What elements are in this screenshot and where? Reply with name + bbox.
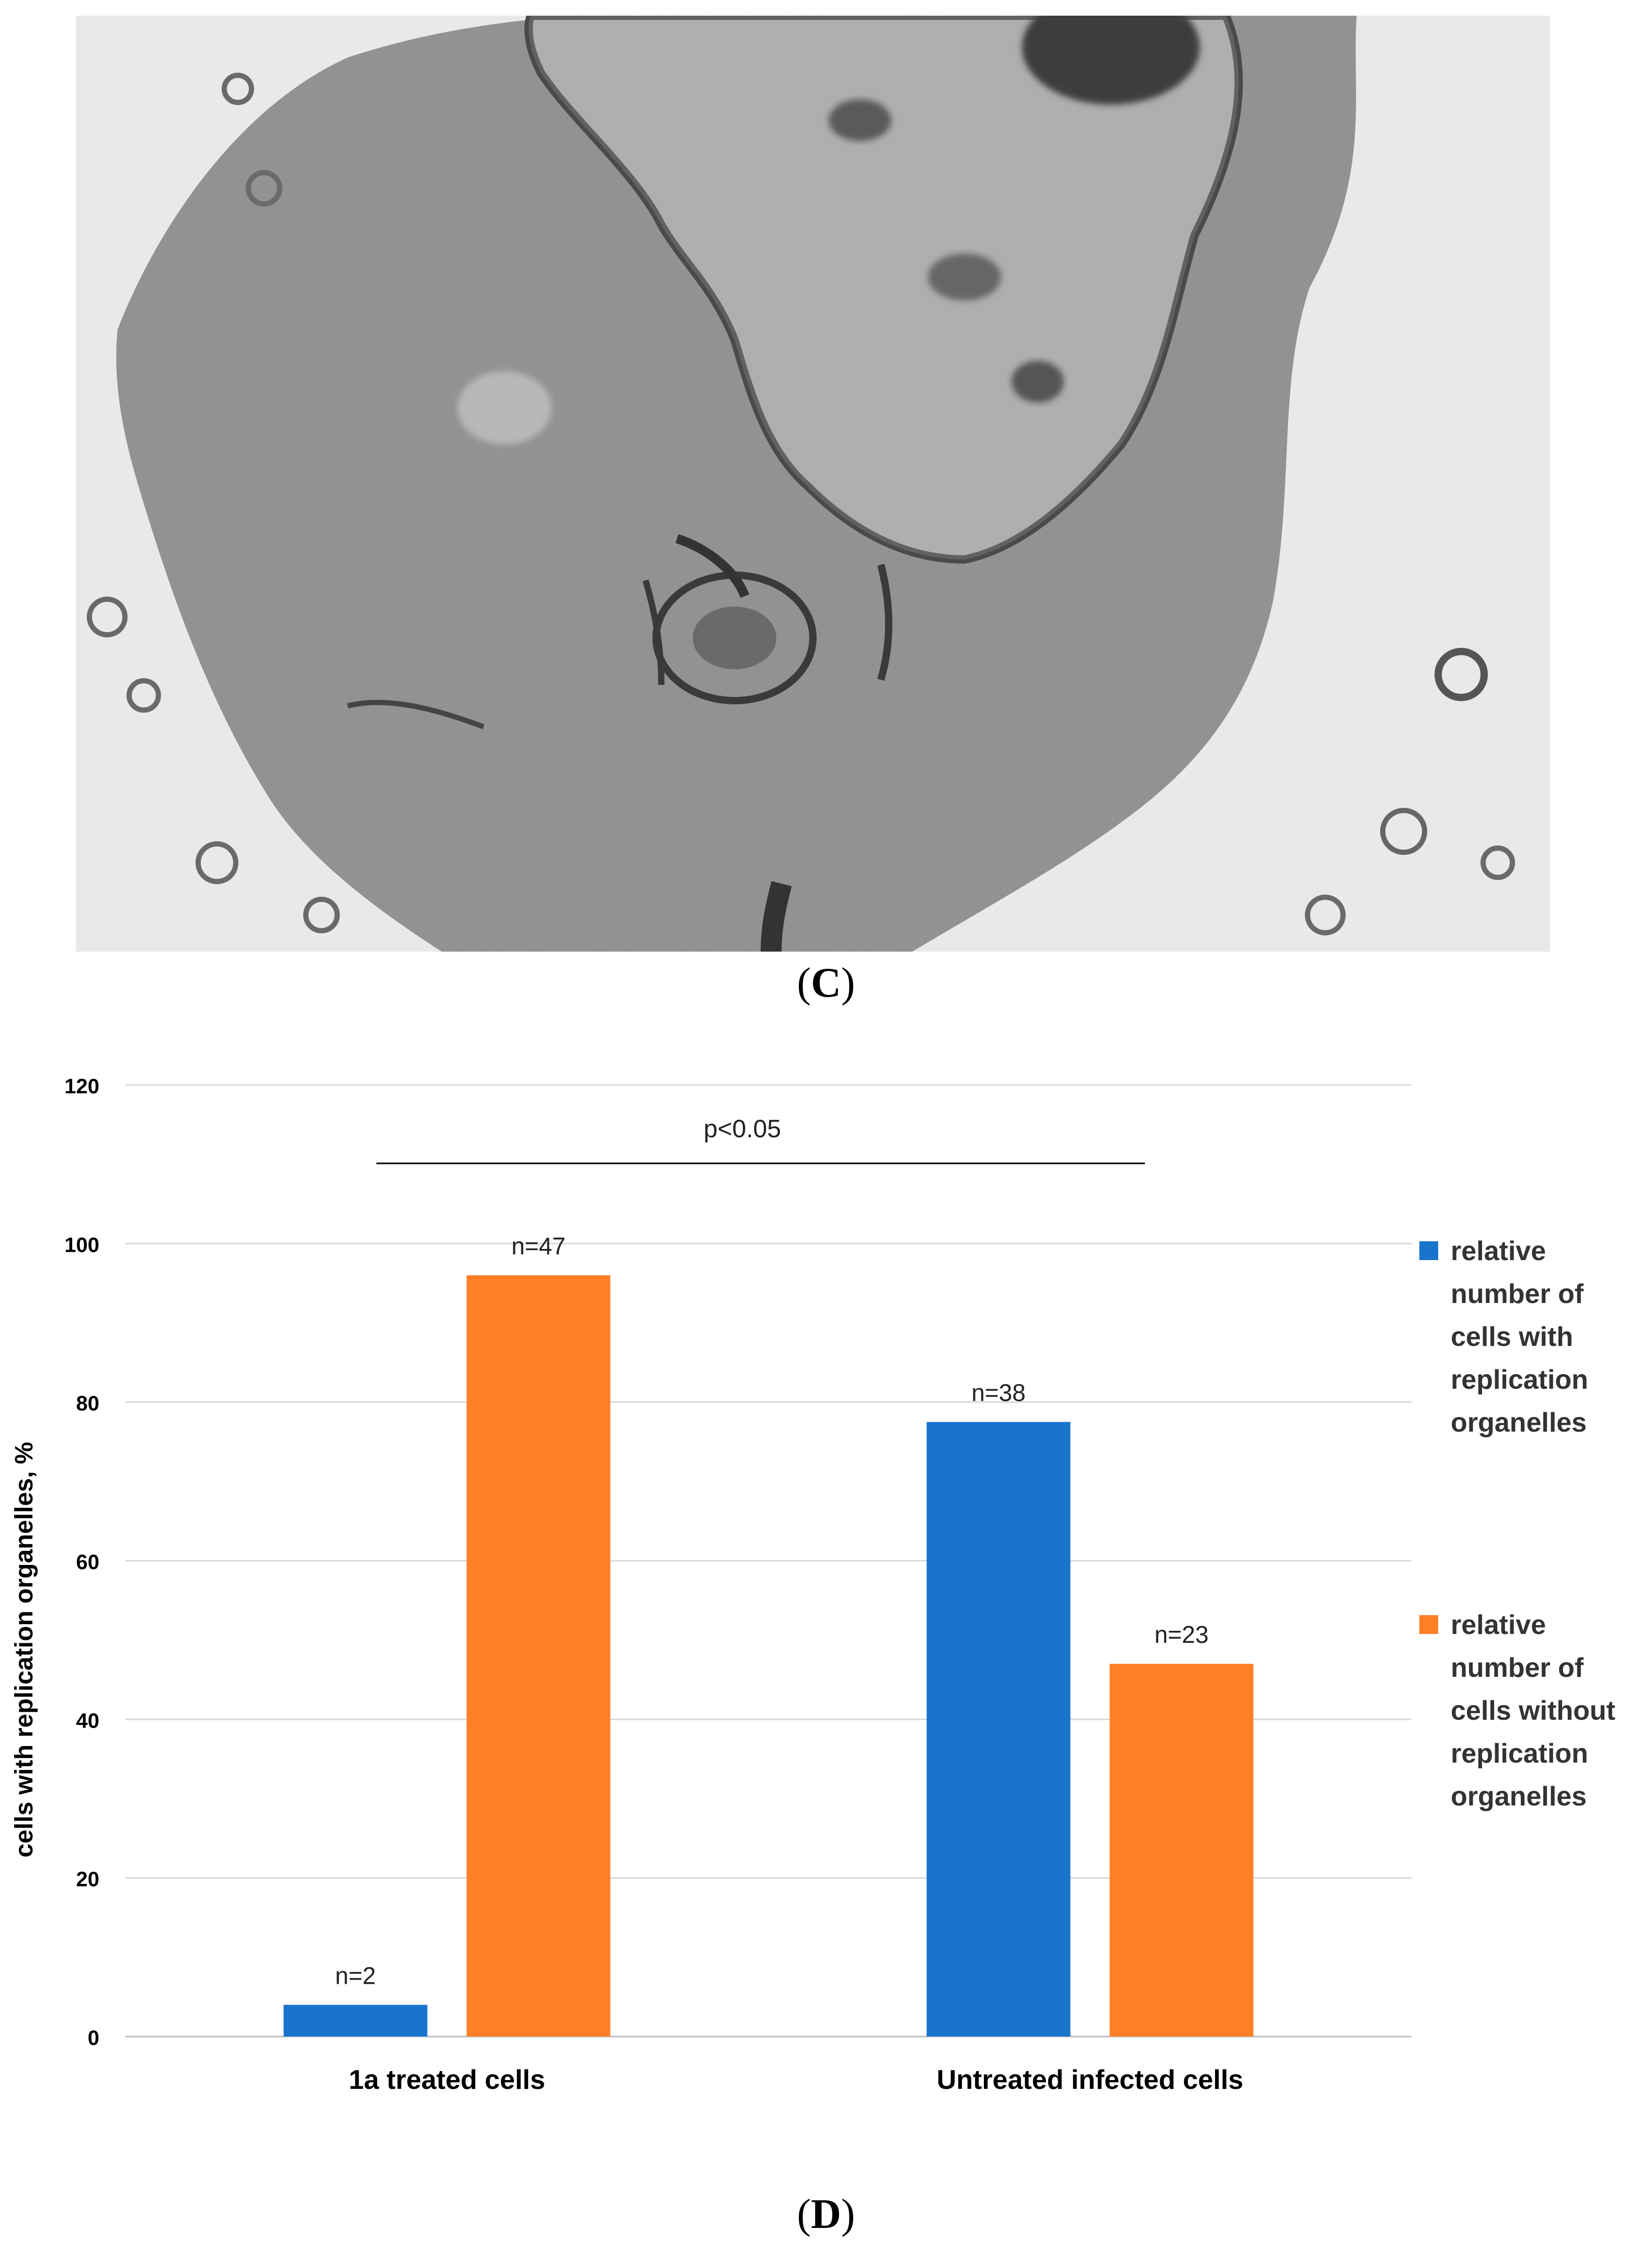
legend-label: relative number of cells with replication or… [1451,1236,1588,1438]
legend-swatch [1419,1615,1438,1634]
bar-data-labels: n=2 n=47 n=38 n=23 [335,1232,1209,1989]
y-tick-label: 120 [64,1075,99,1098]
panel-label-c: (C) [797,960,855,1006]
panel-label-d: (D) [797,2191,855,2237]
bar-chart: 0 20 40 60 80 100 120 n=2 n=47 n=38 n=23 1a treat… [10,1075,1615,2095]
legend-swatch [1419,1241,1438,1260]
significance-annotation: p<0.05 [704,1115,781,1143]
y-tick-label: 60 [76,1551,100,1574]
bar [1109,1664,1254,2037]
bar-data-label: n=23 [1154,1621,1209,1648]
y-tick-label: 40 [76,1709,100,1732]
electron-micrograph [76,16,1550,952]
bar-data-label: n=2 [335,1962,376,1989]
bar-data-label: n=38 [971,1379,1026,1407]
y-tick-label: 20 [76,1868,100,1891]
y-tick-label: 80 [76,1392,100,1415]
bar [466,1275,611,2037]
x-tick-label: 1a treated cells [349,2065,545,2095]
bar-data-label: n=47 [511,1232,566,1260]
chart-bars [283,1275,1254,2037]
y-tick-label: 0 [88,2027,99,2050]
y-axis-ticks: 0 20 40 60 80 100 120 [64,1075,99,2050]
chart-legend: relative number of cells with replication or… [1419,1236,1615,1812]
x-axis-ticks: 1a treated cells Untreated infected cells [349,2065,1243,2095]
bar [283,2005,428,2037]
y-tick-label: 100 [64,1233,99,1256]
x-tick-label: Untreated infected cells [937,2065,1244,2095]
legend-label: relative number of cells without replicatio… [1451,1610,1615,1812]
y-axis-label: cells with replication organelles, % [10,1442,38,1858]
bar [926,1422,1071,2037]
